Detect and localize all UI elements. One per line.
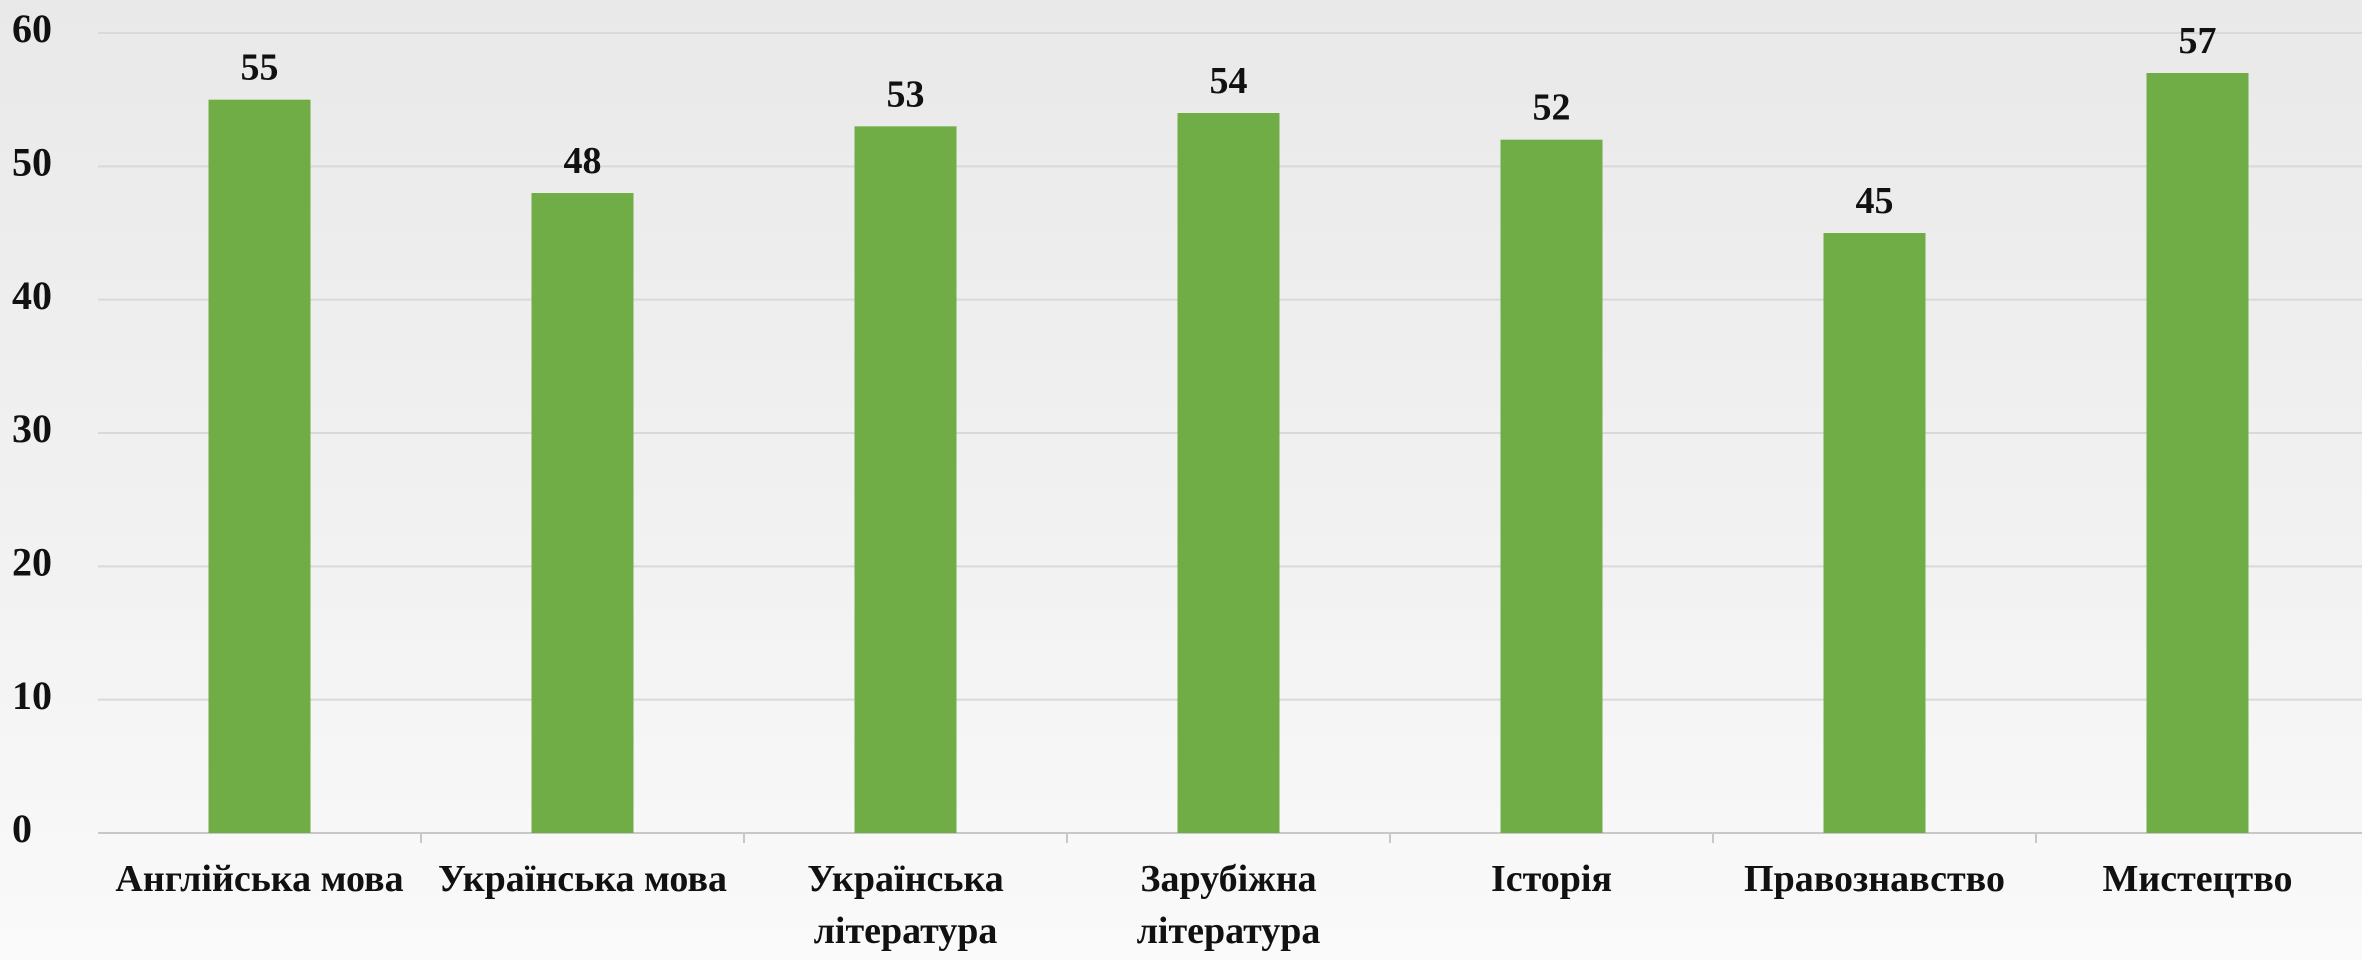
data-label: 55: [241, 47, 279, 89]
bar: [1823, 233, 1926, 833]
bar: [1500, 139, 1603, 833]
x-tick-label: Історія: [1490, 858, 1613, 900]
y-tick-label: 0: [12, 806, 32, 851]
x-tick-label: Мистецтво: [2102, 858, 2293, 900]
y-tick-label: 50: [12, 140, 52, 185]
data-label: 52: [1533, 87, 1571, 129]
y-tick-label: 60: [12, 6, 52, 51]
y-tick-label: 30: [12, 406, 52, 451]
data-label: 54: [1210, 60, 1248, 102]
bar: [2146, 73, 2249, 833]
data-label: 53: [887, 73, 925, 115]
x-tick-label: Українська література: [807, 858, 1004, 952]
data-label: 45: [1856, 180, 1894, 222]
x-tick-label: Українська мова: [438, 858, 727, 900]
bar: [854, 126, 957, 834]
data-label: 48: [564, 140, 602, 182]
x-tick-label: Зарубіжна література: [1136, 858, 1321, 952]
x-tick-label: Англійська мова: [115, 858, 404, 900]
y-tick-label: 20: [12, 540, 52, 585]
y-tick-label: 40: [12, 273, 52, 318]
bar: [1177, 113, 1280, 833]
data-label: 57: [2179, 20, 2217, 62]
bar: [208, 99, 311, 833]
y-tick-label: 10: [12, 673, 52, 718]
x-tick-label: Правознавство: [1744, 858, 2005, 900]
bar: [531, 193, 634, 833]
